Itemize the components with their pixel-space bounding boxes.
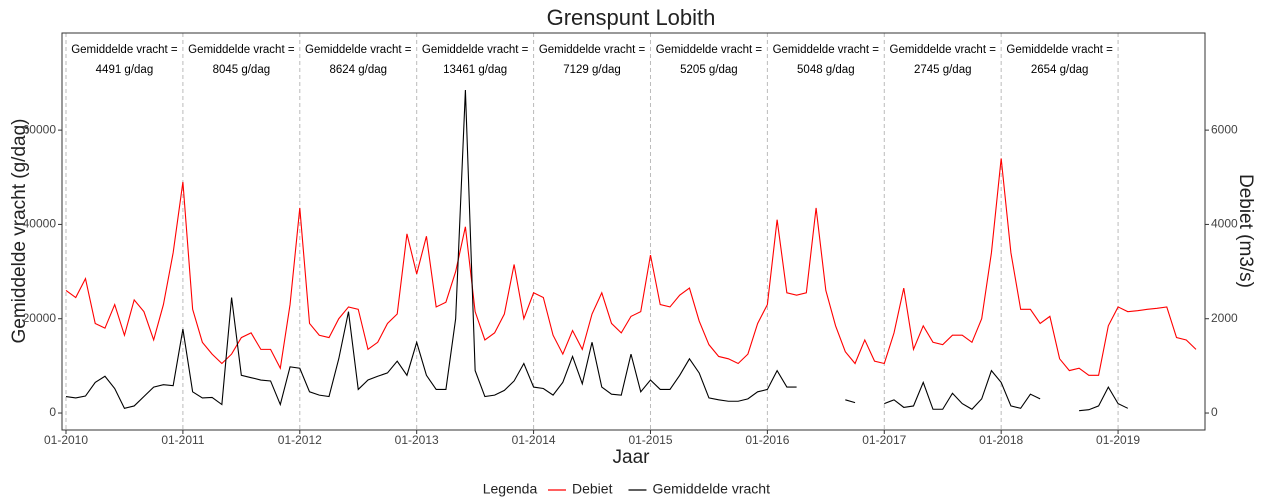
legend-title: Legenda	[483, 481, 538, 497]
annotation-value: 13461 g/dag	[443, 64, 507, 76]
y-tick-label: 60000	[23, 122, 57, 136]
legend-label: Debiet	[572, 481, 613, 497]
x-tick-label: 01-2016	[745, 433, 789, 447]
x-tick-label: 01-2019	[1096, 433, 1140, 447]
annotation-value: 4491 g/dag	[96, 64, 154, 76]
x-tick-label: 01-2018	[979, 433, 1023, 447]
x-tick-label: 01-2015	[628, 433, 672, 447]
series-line	[65, 90, 1129, 412]
annotation-value: 5205 g/dag	[680, 64, 738, 76]
annotation-title: Gemiddelde vracht =	[71, 44, 178, 56]
annotation-title: Gemiddelde vracht =	[1006, 44, 1113, 56]
y-tick-label: 40000	[23, 217, 57, 231]
annotation-title: Gemiddelde vracht =	[305, 44, 412, 56]
y2-tick-label: 0	[1211, 405, 1218, 419]
y2-tick-label: 6000	[1211, 122, 1238, 136]
annotation-value: 2654 g/dag	[1031, 64, 1089, 76]
annotation-title: Gemiddelde vracht =	[773, 44, 880, 56]
annotation-value: 7129 g/dag	[563, 64, 621, 76]
series-line	[65, 158, 1197, 376]
annotation-title: Gemiddelde vracht =	[890, 44, 997, 56]
annotation-value: 8624 g/dag	[329, 64, 387, 76]
y2-axis-label: Debiet (m3/s)	[1235, 174, 1256, 288]
x-tick-label: 01-2017	[862, 433, 906, 447]
x-tick-label: 01-2011	[161, 433, 204, 447]
chart-title: Grenspunt Lobith	[547, 5, 716, 30]
x-tick-label: 01-2010	[44, 433, 88, 447]
x-tick-label: 01-2012	[278, 433, 322, 447]
annotation-title: Gemiddelde vracht =	[188, 44, 295, 56]
y2-tick-label: 2000	[1211, 311, 1238, 325]
annotation-value: 2745 g/dag	[914, 64, 972, 76]
x-axis-label: Jaar	[613, 447, 651, 468]
legend-label: Gemiddelde vracht	[652, 481, 770, 497]
panel-border	[61, 32, 1206, 431]
annotation-value: 5048 g/dag	[797, 64, 855, 76]
annotation-value: 8045 g/dag	[213, 64, 271, 76]
y2-tick-label: 4000	[1211, 217, 1238, 231]
x-tick-label: 01-2014	[512, 433, 556, 447]
y-axis-label: Gemiddelde vracht (g/dag)	[9, 119, 30, 344]
annotation-title: Gemiddelde vracht =	[539, 44, 646, 56]
y-tick-label: 20000	[23, 311, 57, 325]
annotation-title: Gemiddelde vracht =	[656, 44, 763, 56]
y-tick-label: 0	[49, 405, 56, 419]
x-tick-label: 01-2013	[395, 433, 439, 447]
annotation-title: Gemiddelde vracht =	[422, 44, 529, 56]
